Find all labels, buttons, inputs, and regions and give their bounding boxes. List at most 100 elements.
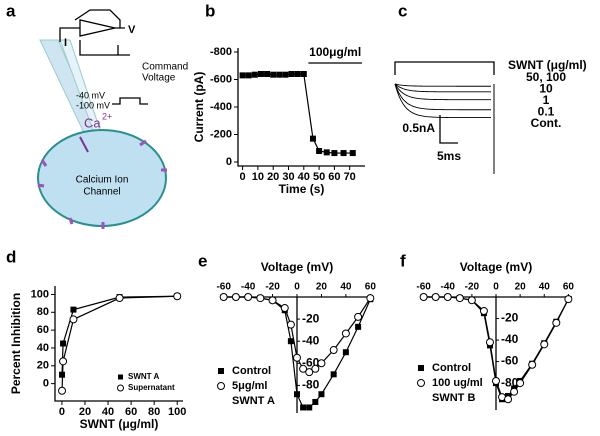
legend-label: 0.1	[538, 105, 555, 119]
voltage-label: V	[128, 24, 136, 36]
marker	[280, 304, 289, 313]
legend-label: 1	[543, 93, 550, 107]
panel-label: c	[398, 1, 407, 20]
marker	[231, 293, 240, 301]
marker	[282, 71, 289, 78]
marker	[316, 148, 323, 154]
marker	[173, 292, 182, 301]
marker	[552, 318, 561, 327]
x-tick-label: 0	[294, 282, 300, 293]
y-tick-label: 40	[37, 342, 49, 354]
marker	[540, 340, 549, 349]
x-tick-label: 40	[340, 282, 352, 293]
marker	[485, 338, 494, 347]
marker	[293, 353, 301, 362]
x-tick-label: 20	[267, 171, 279, 183]
x-tick-label: 0	[59, 406, 65, 418]
marker	[492, 376, 500, 385]
panel-a: a I V Command Voltage -40 mV -100 mV Ca …	[6, 1, 188, 229]
marker	[270, 71, 277, 78]
y-tick-label: -400	[210, 101, 232, 113]
scale-bar	[439, 115, 458, 144]
legend-label: Supernatant	[128, 383, 175, 392]
marker	[467, 296, 476, 305]
y-tick-label: 20	[37, 360, 49, 372]
holding-label: -40 mV	[76, 90, 105, 100]
y-axis-label: Percent Inhibition	[9, 293, 23, 394]
x-axis-label: Voltage (mV)	[261, 260, 333, 274]
x-tick-label: 0	[240, 171, 246, 183]
marker	[341, 329, 350, 338]
legend-label: Control	[432, 362, 471, 374]
legend-marker	[418, 365, 424, 371]
marker	[69, 315, 78, 324]
marker	[219, 293, 228, 301]
marker	[342, 349, 349, 356]
series-line	[223, 296, 371, 373]
x-tick-label: 60	[563, 282, 575, 293]
marker	[245, 72, 252, 79]
scale-label: 5ms	[437, 149, 461, 163]
marker	[323, 149, 330, 156]
x-tick-label: 80	[148, 406, 160, 418]
x-tick-label: -60	[416, 282, 431, 293]
y-tick-label: -40	[302, 333, 320, 347]
panel-label: d	[6, 247, 16, 266]
legend-note: SWNT A	[232, 395, 275, 407]
command-step	[112, 97, 148, 105]
marker	[70, 306, 77, 313]
x-tick-label: 40	[102, 406, 114, 418]
x-tick-label: 30	[282, 171, 294, 183]
marker	[244, 293, 253, 301]
marker	[366, 294, 375, 303]
marker	[455, 294, 464, 303]
marker	[311, 364, 320, 373]
ion-label: Ca	[84, 115, 101, 130]
legend-label: 50, 100	[526, 70, 566, 84]
x-tick-label: 50	[313, 171, 325, 183]
command-label: Voltage	[142, 73, 176, 84]
marker	[256, 294, 265, 303]
legend-marker	[217, 382, 225, 390]
marker	[443, 293, 452, 301]
x-tick-label: 100	[168, 406, 186, 418]
panel-label: a	[6, 1, 16, 20]
marker	[317, 359, 326, 368]
trace	[394, 83, 491, 87]
y-tick-label: -600	[210, 73, 232, 85]
legend-label: SWNT A	[128, 372, 159, 381]
circuit	[59, 9, 130, 56]
ion-arrow	[79, 136, 89, 153]
trace	[394, 83, 492, 101]
series-line	[242, 73, 353, 154]
marker	[287, 338, 294, 345]
holding-label: -100 mV	[76, 100, 110, 110]
channel-label: Channel	[83, 187, 120, 198]
x-tick-label: 20	[79, 406, 91, 418]
marker	[564, 295, 573, 304]
x-tick-label: 40	[298, 171, 310, 183]
y-tick-label: 60	[37, 324, 49, 336]
marker	[318, 391, 325, 398]
current-label: I	[64, 37, 67, 49]
trace	[394, 83, 491, 111]
y-tick-label: -80	[302, 378, 320, 392]
y-tick-label: -200	[210, 128, 232, 140]
marker	[276, 71, 283, 78]
marker	[330, 371, 337, 378]
marker	[115, 294, 124, 303]
marker	[309, 135, 316, 142]
marker	[60, 340, 67, 347]
x-tick-label: 60	[365, 282, 377, 293]
marker	[299, 364, 308, 373]
x-tick-label: -20	[465, 282, 480, 293]
y-tick-label: -800	[210, 46, 232, 58]
x-tick-label: 60	[328, 171, 340, 183]
x-tick-label: 60	[125, 406, 137, 418]
legend-marker	[118, 374, 123, 380]
legend-note: SWNT B	[432, 392, 475, 404]
y-tick-label: -20	[501, 311, 519, 325]
panel-label: e	[198, 251, 207, 270]
marker	[312, 398, 319, 405]
